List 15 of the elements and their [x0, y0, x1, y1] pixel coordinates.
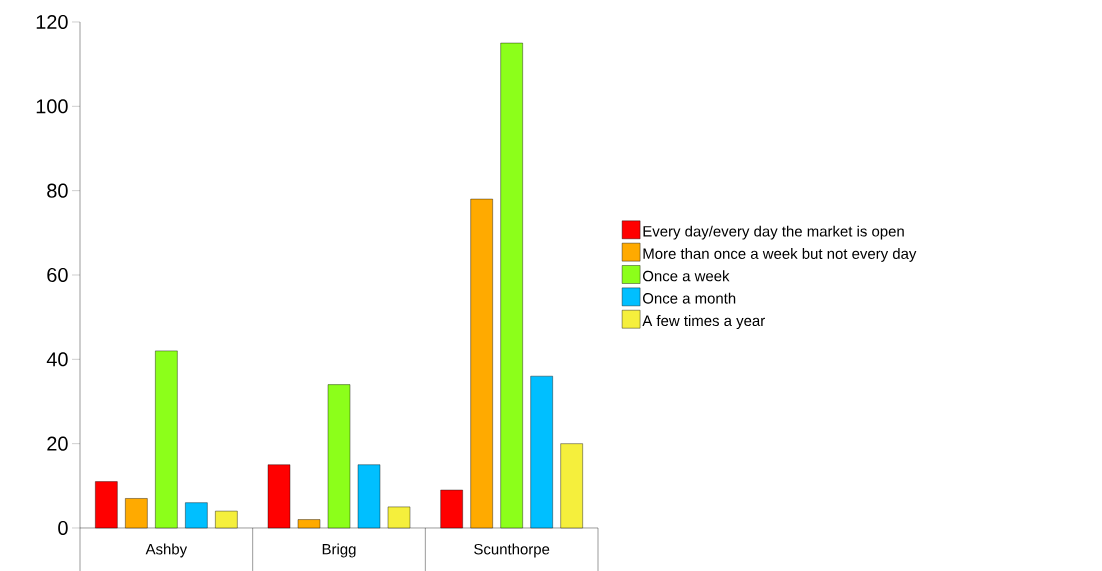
y-tick-label: 0 [58, 520, 68, 536]
legend-label: A few times a year [642, 315, 765, 329]
y-tick-label: 100 [36, 99, 68, 114]
x-tick-label: Scunthorpe [474, 543, 550, 558]
y-tick-label: 60 [47, 267, 68, 283]
legend-label: Once a month [643, 292, 736, 304]
x-tick-label: Ashby [145, 543, 188, 558]
x-tick-label: Brigg [322, 543, 356, 558]
y-tick-label: 80 [47, 183, 68, 198]
legend-label: Every day/every day the market is open [643, 225, 904, 240]
legend-label: More than once a week but not every day [643, 247, 917, 262]
y-tick-label: 20 [47, 436, 68, 451]
y-tick-label: 120 [36, 14, 68, 30]
legend-label: Once a week [643, 270, 730, 282]
y-tick-label: 40 [46, 352, 68, 367]
